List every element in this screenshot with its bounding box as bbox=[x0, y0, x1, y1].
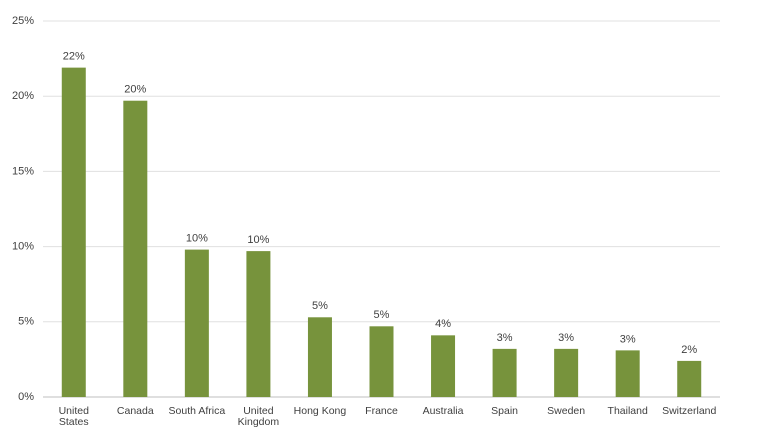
data-label: 22% bbox=[63, 51, 85, 63]
data-label: 3% bbox=[620, 333, 636, 345]
y-tick-label: 15% bbox=[12, 165, 34, 177]
bar bbox=[246, 251, 271, 397]
x-tick-label: France bbox=[365, 405, 398, 417]
y-tick-label: 0% bbox=[18, 391, 34, 403]
data-label: 5% bbox=[312, 300, 328, 312]
x-tick-label: Hong Kong bbox=[293, 405, 347, 417]
bar bbox=[369, 326, 394, 397]
bar bbox=[615, 350, 640, 397]
bar bbox=[307, 317, 332, 397]
x-tick-label: Australia bbox=[422, 405, 464, 417]
bar bbox=[61, 67, 86, 398]
bar bbox=[677, 360, 702, 397]
data-label: 10% bbox=[186, 233, 208, 245]
bar bbox=[123, 100, 148, 397]
data-label: 4% bbox=[435, 318, 451, 330]
y-tick-label: 25% bbox=[12, 15, 34, 27]
x-tick-label: Switzerland bbox=[662, 405, 717, 417]
y-tick-label: 10% bbox=[12, 241, 34, 253]
x-tick-label: Canada bbox=[116, 405, 154, 417]
x-tick-label: Spain bbox=[491, 405, 518, 417]
bar bbox=[554, 348, 579, 397]
x-tick-label: Sweden bbox=[547, 405, 586, 417]
bar bbox=[431, 335, 456, 397]
x-tick-label: United States bbox=[58, 405, 89, 428]
x-tick-label: United Kingdom bbox=[237, 405, 280, 428]
data-label: 5% bbox=[374, 309, 390, 321]
x-tick-label: Thailand bbox=[607, 405, 648, 417]
data-label: 3% bbox=[497, 332, 513, 344]
data-label: 2% bbox=[681, 344, 697, 356]
data-label: 10% bbox=[247, 234, 269, 246]
data-label: 3% bbox=[558, 332, 574, 344]
data-label: 20% bbox=[124, 84, 146, 96]
y-tick-label: 5% bbox=[18, 316, 34, 328]
y-tick-label: 20% bbox=[12, 90, 34, 102]
bar bbox=[184, 249, 209, 397]
bar bbox=[492, 348, 517, 397]
x-tick-label: South Africa bbox=[168, 405, 226, 417]
